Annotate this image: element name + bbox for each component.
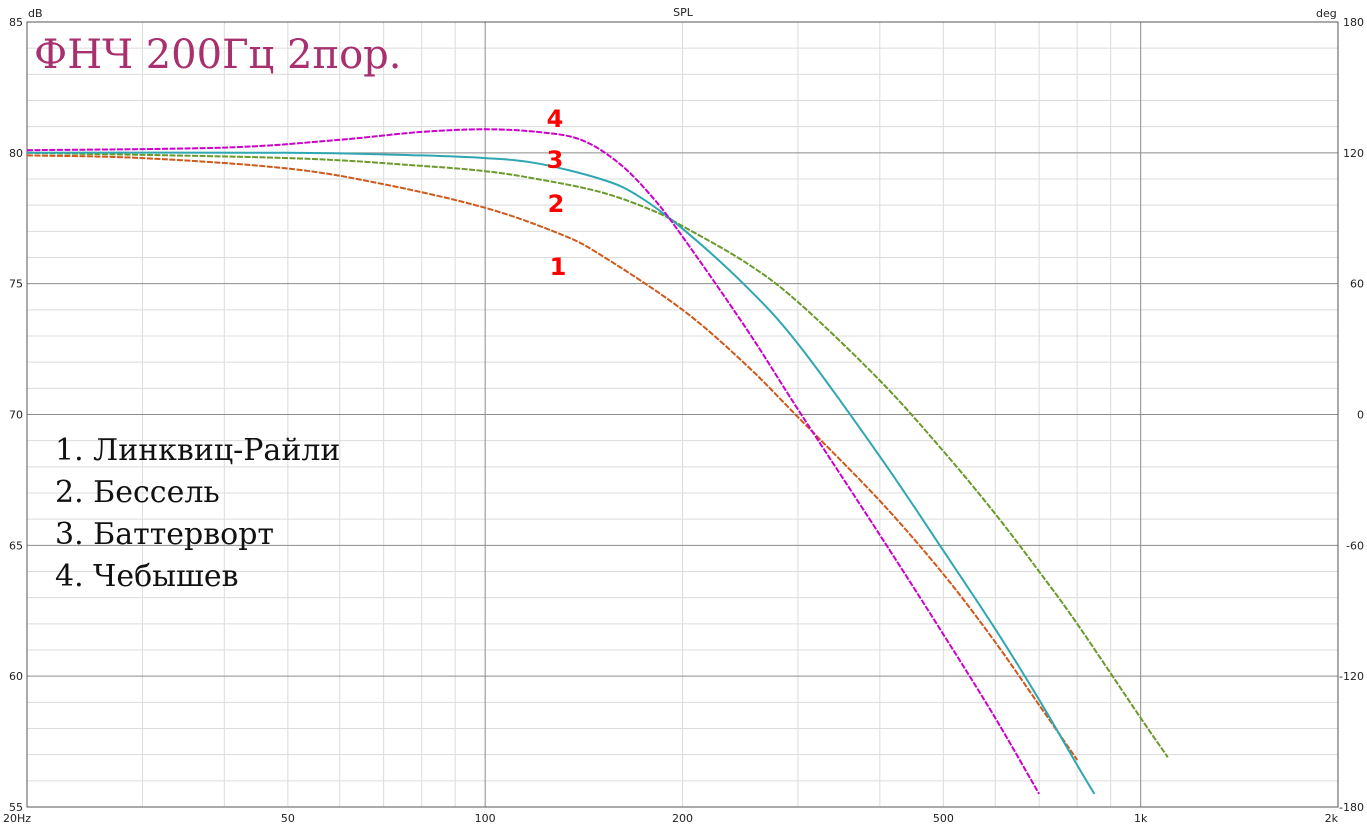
curve-1 (26, 154, 1079, 761)
curve-label-1: 1 (550, 253, 567, 281)
curve-label-2: 2 (548, 190, 565, 218)
chart-title: ФНЧ 200Гц 2пор. (34, 32, 402, 78)
y2-tick-label: 120 (1343, 147, 1364, 160)
y-tick-label: 65 (9, 539, 23, 552)
y-unit-label: dB (28, 7, 43, 20)
y-tick-label: 70 (9, 409, 23, 422)
x-tick-label: 100 (475, 812, 496, 825)
chart-top-title: SPL (673, 6, 694, 19)
y-tick-label: 80 (9, 147, 23, 160)
curves (26, 128, 1169, 795)
y2-tick-label: 60 (1350, 278, 1364, 291)
y2-tick-label: -60 (1346, 539, 1364, 552)
curve-label-3: 3 (547, 146, 564, 174)
y-tick-label: 75 (9, 278, 23, 291)
legend-item: 1. Линквиц-Райли (55, 433, 340, 468)
curve-number-labels: 1 2 3 4 (547, 105, 567, 281)
y-axis-ticks: 85 80 75 70 65 60 55 (9, 16, 23, 814)
y2-tick-label: 180 (1343, 16, 1364, 29)
x-tick-label: 1k (1134, 812, 1148, 825)
curve-3 (26, 151, 1096, 795)
x-axis-ticks: 20Hz 50 100 200 500 1k 2k (3, 812, 1339, 825)
curve-2 (26, 151, 1169, 758)
y-tick-label: 85 (9, 16, 23, 29)
y2-axis-ticks: 180 120 60 0 -60 -120 -180 (1339, 16, 1364, 814)
y-tick-label: 55 (9, 801, 23, 814)
y-tick-label: 60 (9, 670, 23, 683)
curve-4 (26, 128, 1040, 795)
x-tick-label: 50 (281, 812, 295, 825)
x-tick-label: 500 (933, 812, 954, 825)
legend-item: 2. Бессель (55, 475, 220, 510)
legend-item: 4. Чебышев (55, 559, 239, 594)
x-tick-label: 20Hz (3, 812, 31, 825)
y2-unit-label: deg (1316, 7, 1337, 20)
legend-item: 3. Баттерворт (55, 517, 274, 552)
y2-tick-label: -180 (1339, 801, 1364, 814)
x-tick-label: 2k (1325, 812, 1339, 825)
legend: 1. Линквиц-Райли 2. Бессель 3. Баттерворт 4… (55, 433, 340, 594)
plot-frame (26, 21, 1339, 808)
curve-label-4: 4 (547, 105, 564, 133)
y2-tick-label: 0 (1357, 409, 1364, 422)
y2-tick-label: -120 (1339, 670, 1364, 683)
x-tick-label: 200 (672, 812, 693, 825)
